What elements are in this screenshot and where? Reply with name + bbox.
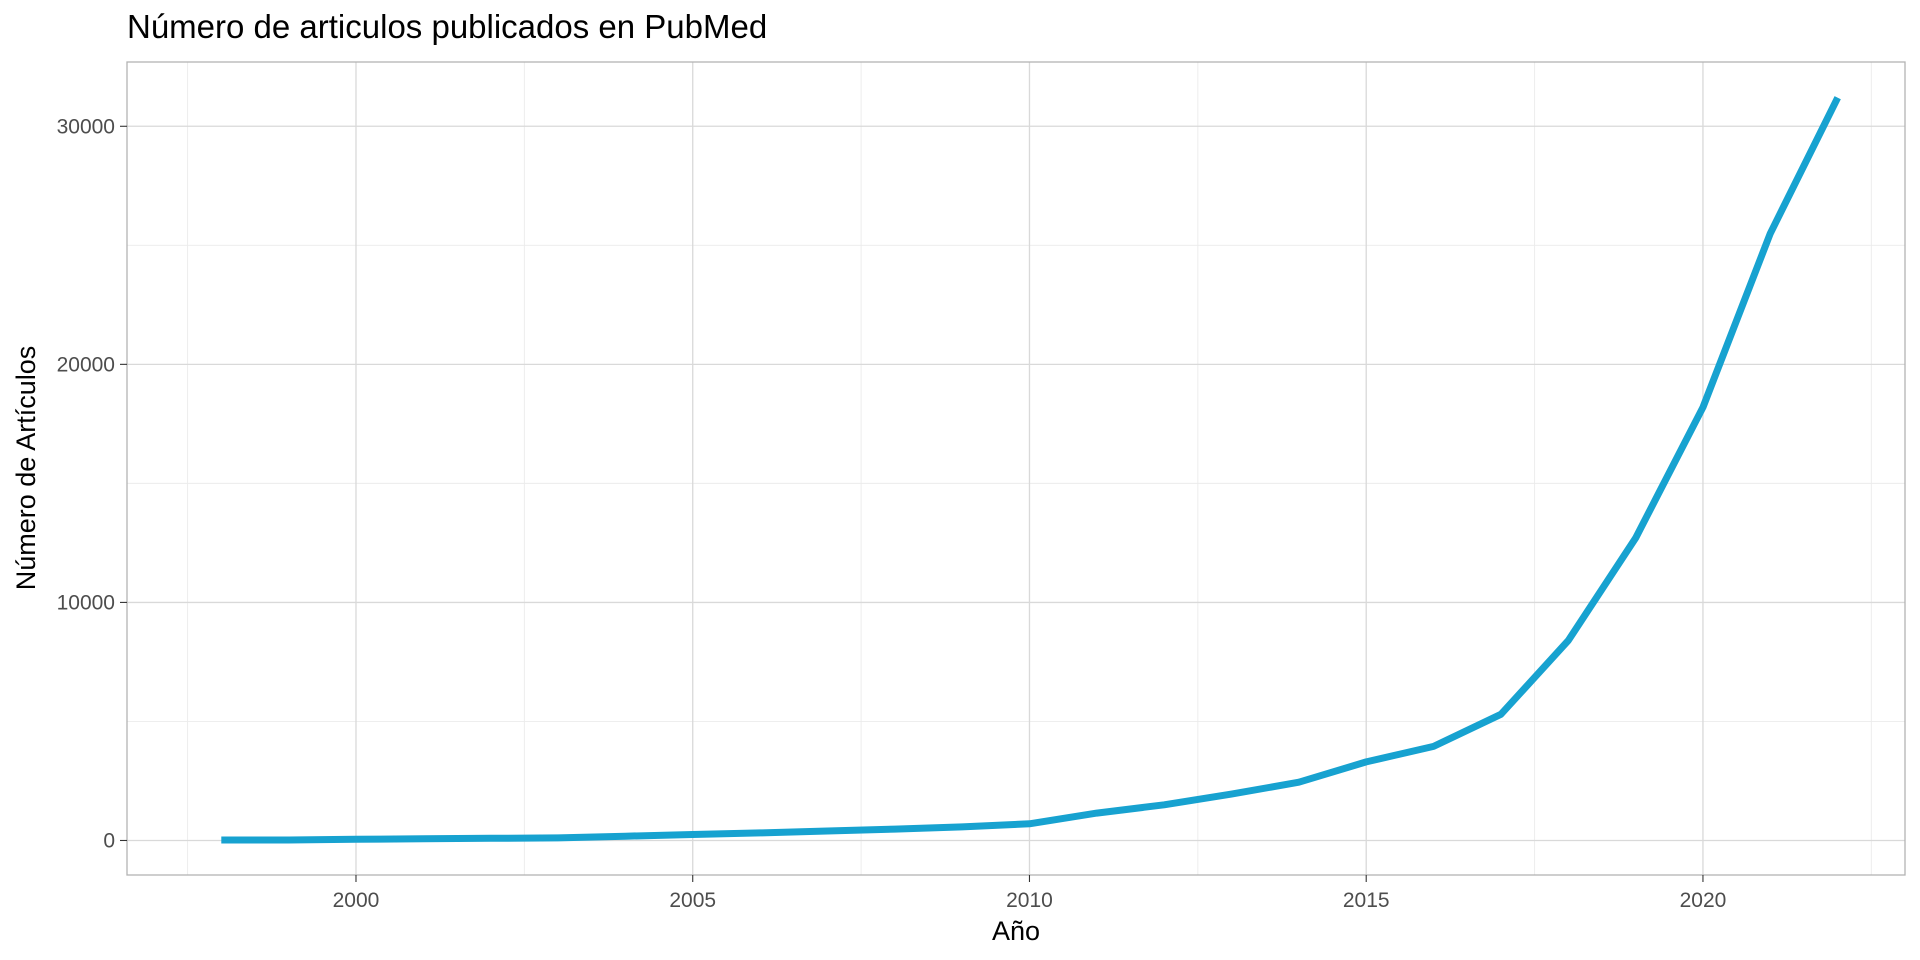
y-tick-label-1: 10000 [57,591,115,614]
x-tick-label-0: 2000 [333,889,380,912]
x-axis-tick-labels: 2000 2005 2010 2015 2020 [333,889,1727,912]
y-tick-label-3: 30000 [57,115,115,138]
x-tick-label-1: 2005 [669,889,716,912]
major-gridlines [127,62,1905,875]
x-tick-label-4: 2020 [1680,889,1727,912]
x-tick-label-3: 2015 [1343,889,1390,912]
y-tick-label-0: 0 [103,829,115,852]
series-layer [221,96,1841,844]
y-axis-title: Número de Artículos [11,346,41,591]
y-axis-tick-labels: 0 10000 20000 30000 [57,115,115,852]
y-axis-ticks [120,125,127,842]
y-tick-label-2: 20000 [57,353,115,376]
x-axis-ticks [355,875,1704,882]
series-line-0 [221,96,1841,844]
x-tick-label-2: 2010 [1006,889,1053,912]
x-axis-title: Año [992,916,1040,946]
chart-title: Número de articulos publicados en PubMed [127,8,767,45]
minor-gridlines [127,62,1905,875]
plot-panel-border [126,61,1906,876]
